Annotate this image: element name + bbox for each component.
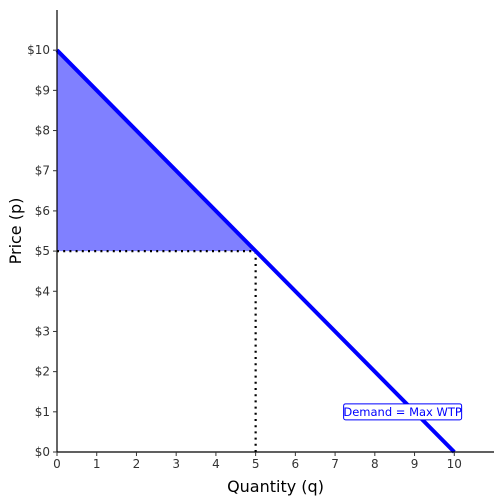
x-tick-label: 9	[411, 457, 419, 471]
x-tick-label: 5	[252, 457, 260, 471]
x-tick-label: 1	[93, 457, 101, 471]
y-axis-title: Price (p)	[6, 198, 25, 265]
y-tick-label: $10	[27, 43, 50, 57]
x-tick-label: 4	[212, 457, 220, 471]
y-tick-label: $1	[35, 405, 50, 419]
demand-line	[55, 48, 456, 454]
x-tick-label: 0	[53, 457, 61, 471]
x-tick-label: 2	[133, 457, 141, 471]
demand-label-box	[343, 403, 463, 421]
axes	[56, 10, 494, 453]
demand-label: Demand = Max WTP	[343, 403, 463, 421]
y-tick-label: $7	[35, 164, 50, 178]
ticks: 0 1 2 3 4 5 6 7 8 9 10 $0 $1 $2 $3 $4 $5 $6 $7 $8 $9 $10	[27, 43, 462, 471]
x-tick-label: 3	[172, 457, 180, 471]
y-tick-label: $4	[35, 284, 50, 298]
y-tick-label: $0	[35, 445, 50, 459]
x-tick-label: 7	[331, 457, 339, 471]
series-lines	[55, 48, 456, 454]
y-tick-label: $3	[35, 324, 50, 338]
x-axis-title: Quantity (q)	[227, 477, 324, 496]
demand-label-text: Demand = Max WTP	[343, 405, 462, 419]
x-tick-label: 10	[447, 457, 462, 471]
reference-lines	[57, 249, 257, 452]
x-tick-label: 6	[292, 457, 300, 471]
y-tick-label: $6	[35, 204, 50, 218]
y-tick-label: $2	[35, 365, 50, 379]
x-tick-label: 8	[371, 457, 379, 471]
y-tick-label: $9	[35, 83, 50, 97]
y-tick-label: $8	[35, 124, 50, 138]
y-tick-label: $5	[35, 244, 50, 258]
